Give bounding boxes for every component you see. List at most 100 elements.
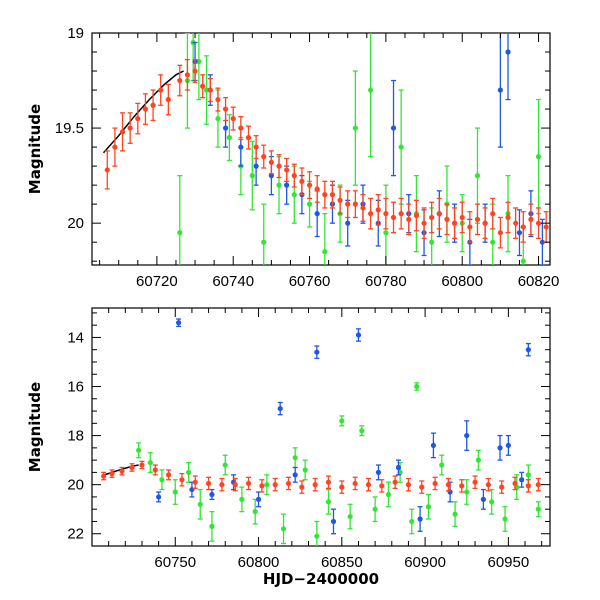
red-point xyxy=(520,211,526,243)
red-marker xyxy=(459,214,465,221)
red-marker xyxy=(127,125,133,131)
green-marker xyxy=(385,491,392,498)
model-curve xyxy=(102,70,184,154)
blue-marker xyxy=(480,496,486,502)
red-point xyxy=(285,476,292,491)
red-point xyxy=(245,125,252,150)
blue-point xyxy=(390,79,397,177)
red-marker xyxy=(520,224,526,230)
red-marker xyxy=(505,214,511,221)
red-marker xyxy=(432,480,438,487)
blue-marker xyxy=(284,182,290,188)
red-marker xyxy=(352,480,358,487)
x-tick-label: 60950 xyxy=(488,554,530,571)
red-marker xyxy=(322,192,328,198)
green-point xyxy=(347,503,353,530)
blue-point xyxy=(497,33,503,148)
blue-marker xyxy=(277,405,283,412)
green-marker xyxy=(359,428,365,434)
red-marker xyxy=(325,479,332,485)
red-point xyxy=(268,150,274,175)
blue-point xyxy=(156,491,162,503)
blue-point xyxy=(516,209,523,257)
red-point xyxy=(499,480,505,494)
red-marker xyxy=(215,96,221,103)
red-marker xyxy=(109,471,115,477)
green-marker xyxy=(252,509,258,515)
blue-point xyxy=(430,432,437,459)
red-point xyxy=(158,74,164,106)
green-point xyxy=(385,481,392,508)
green-point xyxy=(172,479,178,505)
blue-marker xyxy=(430,442,437,449)
red-point xyxy=(299,167,305,196)
red-point xyxy=(238,116,244,141)
red-marker xyxy=(129,464,135,471)
red-marker xyxy=(535,482,541,488)
red-marker xyxy=(513,220,519,226)
blue-marker xyxy=(497,87,503,93)
green-point xyxy=(359,425,365,437)
red-point xyxy=(451,207,458,240)
blue-point xyxy=(395,459,402,476)
red-point xyxy=(421,207,427,240)
green-point xyxy=(222,454,228,476)
green-point xyxy=(464,479,470,505)
red-point xyxy=(205,476,212,491)
top-panel-ticks: 60720 60740 60760 60780 60800 60820 19 19.5 20 xyxy=(55,25,560,290)
red-marker xyxy=(192,68,198,74)
green-point xyxy=(209,510,215,542)
red-marker xyxy=(200,83,206,89)
red-marker xyxy=(459,483,465,489)
red-marker xyxy=(398,211,404,217)
red-point xyxy=(512,476,518,491)
green-marker xyxy=(464,489,470,495)
red-marker xyxy=(345,201,351,207)
red-marker xyxy=(339,484,345,490)
red-point xyxy=(272,477,278,492)
red-marker xyxy=(192,479,198,485)
green-marker xyxy=(490,239,496,245)
red-point xyxy=(459,479,465,493)
green-marker xyxy=(398,144,404,150)
blue-marker xyxy=(176,320,182,326)
blue-point xyxy=(525,342,531,357)
green-marker xyxy=(239,496,245,502)
red-point xyxy=(322,180,328,209)
bottom-panel-ticks: 60750 60800 60850 60900 60950 14 16 18 20 22 xyxy=(67,308,550,571)
red-point xyxy=(352,190,358,219)
bottom-panel: 60750 60800 60850 60900 60950 14 16 18 20 22 Magn… xyxy=(26,307,551,588)
blue-point xyxy=(497,434,503,461)
green-point xyxy=(322,213,328,265)
green-marker xyxy=(429,239,435,245)
red-point xyxy=(142,93,149,125)
green-marker xyxy=(535,154,542,160)
red-point xyxy=(505,201,511,234)
blue-point xyxy=(277,401,283,416)
green-point xyxy=(252,498,258,525)
red-marker xyxy=(497,230,503,236)
red-point xyxy=(375,193,381,226)
y-tick-label: 22 xyxy=(67,526,84,543)
red-marker xyxy=(337,197,343,203)
red-marker xyxy=(499,484,505,490)
green-marker xyxy=(452,511,458,517)
green-marker xyxy=(352,125,358,131)
green-marker xyxy=(177,230,183,236)
red-point xyxy=(360,193,366,222)
blue-marker xyxy=(395,464,402,471)
red-marker xyxy=(535,220,542,226)
blue-marker xyxy=(516,230,523,236)
green-point xyxy=(372,496,378,523)
red-marker xyxy=(284,167,290,173)
red-marker xyxy=(405,482,412,488)
red-marker xyxy=(451,220,458,226)
red-marker xyxy=(485,482,491,488)
blue-point xyxy=(539,218,545,265)
red-marker xyxy=(104,167,110,173)
green-point xyxy=(177,174,183,265)
red-marker xyxy=(119,468,125,474)
red-point xyxy=(101,471,107,481)
red-marker xyxy=(379,483,385,489)
